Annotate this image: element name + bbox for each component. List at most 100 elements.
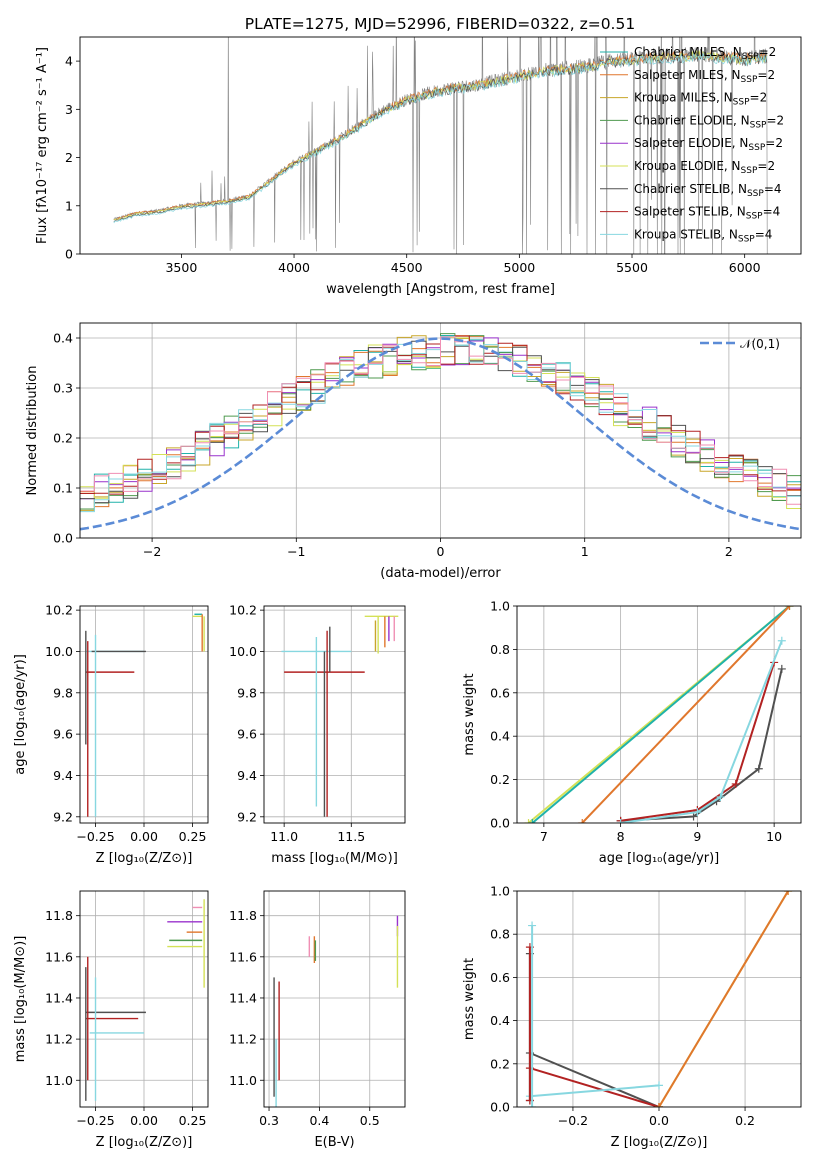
legend-label-text: Kroupa STELIB, N	[634, 227, 738, 241]
plot-area	[264, 606, 405, 823]
x-tick-label: 0	[437, 544, 445, 559]
plot-area	[113, 37, 768, 254]
plot-area	[80, 606, 208, 823]
y-tick-label: 0.2	[490, 772, 510, 787]
y-axis-label: mass [log₁₀(M/M⊙)]	[13, 936, 28, 1063]
x-tick-label: 11.5	[337, 829, 365, 844]
data-series	[531, 606, 791, 823]
data-series	[620, 640, 783, 823]
x-tick-label: 0.4	[309, 1113, 329, 1128]
legend-label-sub: SSP	[747, 189, 764, 199]
data-point	[784, 891, 793, 895]
legend-label: Chabrier MILES, NSSP=2	[634, 45, 776, 62]
x-tick-label: 3500	[165, 260, 197, 275]
data-point	[524, 819, 533, 823]
data-point	[689, 812, 698, 821]
y-tick-label: 1.0	[490, 884, 510, 899]
chart-mass_weight_vs_age: 7 8 9 10 0.0 0.2 0.4 0.6 0.8 1.0 age [log₁₀(age/yr…	[462, 599, 802, 866]
y-tick-label: 0.4	[490, 1013, 510, 1028]
plot-area	[517, 891, 801, 1107]
axes-frame	[263, 605, 406, 824]
x-tick-label: 1	[581, 544, 589, 559]
legend-label-sub: SSP	[742, 52, 759, 62]
y-tick-label: 11.0	[229, 1073, 257, 1088]
y-tick-label: 1.0	[490, 599, 510, 614]
data-point	[655, 1081, 663, 1090]
x-axis-label: Z [log₁₀(Z/Z⊙)]	[96, 1135, 193, 1150]
legend-label: Salpeter ELODIE, NSSP=2	[634, 136, 783, 153]
legend-label-text: Salpeter MILES, N	[634, 68, 741, 82]
x-tick-label: 2	[725, 544, 733, 559]
legend-label-text: Chabrier ELODIE, N	[634, 113, 750, 127]
legend-label-text: Chabrier STELIB, N	[634, 182, 747, 196]
data-point	[731, 779, 740, 788]
y-tick-label: 9.6	[237, 727, 257, 742]
y-tick-label: 1	[65, 198, 73, 213]
data-series	[620, 668, 783, 822]
x-tick-label: −0.25	[76, 1113, 114, 1128]
legend-label-text: =2	[765, 136, 783, 150]
plot-area	[264, 891, 405, 1107]
data-point	[655, 1103, 663, 1107]
chart-age_vs_z: −0.25 0.00 0.25 9.2 9.4 9.6 9.8 10.0 10.2 Z [log₁…	[13, 603, 209, 866]
x-axis-label: wavelength [Angstrom, rest frame]	[326, 282, 555, 297]
y-tick-label: 11.8	[45, 908, 73, 923]
data-point	[578, 819, 587, 823]
legend-label: Chabrier STELIB, NSSP=4	[634, 182, 782, 199]
data-series	[658, 891, 789, 1107]
gaussian-curve	[80, 337, 801, 531]
y-tick-label: 3	[65, 102, 73, 117]
chart-spectrum: 3500 4000 4500 5000 5500 6000 0 1 2 3 4 wavelength …	[35, 36, 802, 297]
x-tick-label: 9	[693, 829, 701, 844]
y-tick-label: 10.2	[229, 603, 257, 618]
y-tick-label: 0.0	[53, 531, 73, 546]
axes-frame	[263, 890, 406, 1108]
x-tick-label: 4000	[278, 260, 310, 275]
x-tick-label: −1	[287, 544, 305, 559]
legend-label-text: Salpeter STELIB, N	[634, 205, 746, 219]
plot-area	[517, 606, 801, 823]
y-tick-label: 11.0	[45, 1073, 73, 1088]
y-axis-label: age [log₁₀(age/yr)]	[13, 654, 28, 775]
chart-mass_weight_vs_z: −0.2 0.0 0.2 0.0 0.2 0.4 0.6 0.8 1.0 Z [log₁₀(Z/Z…	[462, 884, 802, 1150]
y-tick-label: 4	[65, 54, 73, 69]
x-tick-label: 5500	[616, 260, 648, 275]
data-point	[528, 921, 537, 930]
legend-label-sub: SSP	[738, 234, 755, 244]
x-axis-label: Z [log₁₀(Z/Z⊙)]	[611, 1135, 708, 1150]
y-tick-label: 11.2	[45, 1032, 73, 1047]
y-tick-label: 2	[65, 150, 73, 165]
legend-label: Chabrier ELODIE, NSSP=2	[634, 113, 784, 130]
legend-label-sub: SSP	[741, 75, 758, 85]
legend-label-sub: SSP	[746, 212, 763, 222]
data-point	[716, 792, 725, 801]
x-tick-label: 6000	[729, 260, 761, 275]
y-tick-label: 11.8	[229, 908, 257, 923]
legend-label-text: =2	[750, 91, 768, 105]
legend-label-sub: SSP	[741, 166, 758, 176]
data-series	[581, 606, 791, 823]
plot-area	[80, 891, 208, 1107]
y-tick-label: 11.4	[45, 990, 73, 1005]
x-axis-label: (data-model)/error	[380, 566, 501, 581]
y-tick-label: 9.8	[53, 685, 73, 700]
y-tick-label: 0.1	[53, 481, 73, 496]
chart-mass_vs_ebv: 0.3 0.4 0.5 11.0 11.2 11.4 11.6 11.8 E(B-V)	[229, 890, 406, 1150]
x-tick-label: 10	[766, 829, 782, 844]
x-tick-label: 0.00	[130, 829, 158, 844]
axes-frame	[516, 605, 802, 824]
legend-label: Salpeter STELIB, NSSP=4	[634, 205, 780, 222]
y-tick-label: 0.6	[490, 970, 510, 985]
x-tick-label: 4500	[391, 260, 423, 275]
y-axis-label: mass weight	[462, 958, 477, 1040]
y-tick-label: 11.4	[229, 990, 257, 1005]
axes-frame	[79, 36, 802, 255]
y-axis-label: mass weight	[462, 673, 477, 755]
y-tick-label: 9.2	[53, 809, 73, 824]
legend-label-text: =2	[757, 159, 775, 173]
x-axis-label: mass [log₁₀(M/M⊙)]	[271, 851, 398, 866]
y-tick-label: 0.4	[53, 331, 73, 346]
model-spectrum	[113, 52, 768, 224]
y-tick-label: 0.3	[53, 381, 73, 396]
data-series	[529, 1084, 660, 1098]
